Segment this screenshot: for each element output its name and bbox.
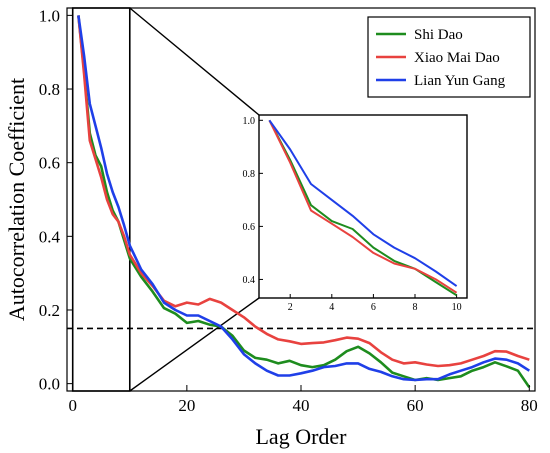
inset-series-line-0 — [268, 119, 458, 297]
inset-x-tick-label: 2 — [288, 302, 293, 313]
legend-label: Shi Dao — [414, 27, 463, 43]
inset-y-tick-label: 0.4 — [243, 275, 256, 286]
inset-chart: 2 4 6 8 10 0.4 0.6 0.8 1.0 — [243, 114, 468, 313]
inset-y-tick-label: 0.6 — [243, 222, 256, 233]
inset-x-tick-label: 10 — [452, 302, 462, 313]
y-axis-title: Autocorrelation Coefficient — [4, 78, 29, 321]
y-tick-label: 0.6 — [39, 154, 60, 173]
inset-series-line-2 — [268, 119, 458, 287]
legend-label: Lian Yun Gang — [414, 73, 506, 89]
y-tick-label: 1.0 — [39, 6, 60, 25]
x-tick-label: 80 — [521, 396, 538, 415]
series-lines — [77, 15, 531, 389]
y-tick-label: 0.4 — [39, 227, 61, 246]
inset-x-tick-label: 4 — [329, 302, 334, 313]
x-tick-label: 0 — [68, 396, 77, 415]
zoom-box — [71, 7, 131, 392]
x-tick-label: 60 — [407, 396, 424, 415]
x-tick-label: 40 — [293, 396, 310, 415]
x-tick-label: 20 — [178, 396, 195, 415]
y-axis-ticks: 0.0 0.2 0.4 0.6 0.8 1.0 — [39, 6, 73, 394]
inset-y-tick-label: 1.0 — [243, 116, 256, 127]
legend-label: Xiao Mai Dao — [414, 50, 500, 66]
y-tick-label: 0.8 — [39, 80, 60, 99]
y-tick-label: 0.0 — [39, 375, 60, 394]
inset-x-tick-label: 8 — [413, 302, 418, 313]
x-axis-title: Lag Order — [255, 424, 347, 449]
series-line-2 — [77, 15, 531, 382]
x-axis-ticks: 0 20 40 60 80 — [68, 385, 538, 415]
zoom-connector — [129, 7, 260, 116]
legend: Shi Dao Xiao Mai Dao Lian Yun Gang — [367, 16, 531, 98]
inset-x-tick-label: 6 — [371, 302, 376, 313]
inset-frame — [258, 114, 468, 299]
y-tick-label: 0.2 — [39, 301, 60, 320]
inset-y-tick-label: 0.8 — [243, 169, 256, 180]
inset-series-line-1 — [268, 119, 458, 294]
series-line-1 — [77, 15, 530, 368]
